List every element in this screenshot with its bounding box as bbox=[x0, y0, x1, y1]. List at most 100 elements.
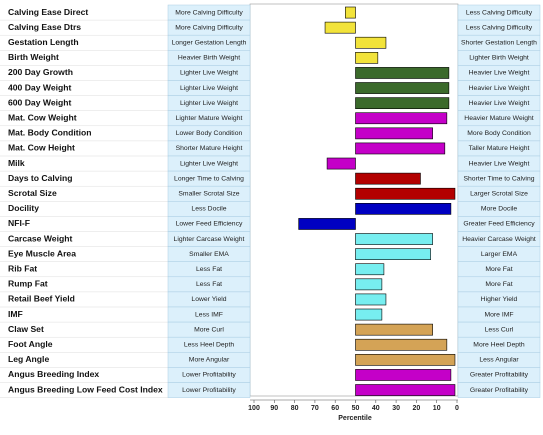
right-desc: Greater Feed Efficiency bbox=[463, 221, 535, 228]
left-desc: More Angular bbox=[189, 357, 230, 364]
bar bbox=[355, 127, 433, 140]
left-desc: Lower Feed Efficiency bbox=[176, 221, 243, 228]
trait-label: Eye Muscle Area bbox=[8, 248, 76, 258]
trait-label: Mat. Body Condition bbox=[8, 128, 92, 138]
left-desc: More Calving Difficulty bbox=[175, 9, 243, 16]
bar bbox=[298, 218, 356, 230]
right-desc: More IMF bbox=[484, 311, 513, 318]
right-desc: Less Calving Difficulty bbox=[466, 24, 533, 31]
trait-label: Carcase Weight bbox=[8, 233, 72, 243]
trait-label: Gestation Length bbox=[8, 37, 79, 47]
right-desc: Less Curl bbox=[485, 326, 514, 333]
left-desc: More Curl bbox=[194, 326, 224, 333]
left-desc: Lighter Live Weight bbox=[180, 85, 238, 92]
bar bbox=[345, 6, 356, 19]
bar bbox=[355, 338, 448, 351]
trait-label: Calving Ease Dtrs bbox=[8, 22, 81, 32]
right-desc: Heavier Mature Weight bbox=[464, 115, 533, 122]
left-desc: Longer Gestation Length bbox=[172, 40, 247, 47]
left-desc: Lighter Live Weight bbox=[180, 160, 238, 167]
bar bbox=[326, 157, 356, 170]
x-tick-label: 20 bbox=[413, 405, 421, 412]
left-desc: Lighter Carcase Weight bbox=[174, 236, 245, 243]
trait-label: 400 Day Weight bbox=[8, 82, 72, 92]
trait-label: 200 Day Growth bbox=[8, 67, 73, 77]
trait-label: Angus Breeding Index bbox=[8, 369, 99, 379]
right-desc: Larger Scrotal Size bbox=[470, 191, 528, 198]
right-desc: Lighter Birth Weight bbox=[469, 55, 529, 62]
left-desc: Less Docile bbox=[191, 206, 226, 213]
right-desc: Heavier Live Weight bbox=[469, 85, 530, 92]
left-desc-box bbox=[167, 382, 251, 398]
right-desc: Larger EMA bbox=[481, 251, 518, 258]
bar bbox=[355, 203, 452, 215]
left-desc: Lower Yield bbox=[191, 296, 226, 303]
x-tick-label: 70 bbox=[311, 405, 319, 412]
trait-label: Angus Breeding Low Feed Cost Index bbox=[8, 384, 163, 394]
right-desc: Heavier Live Weight bbox=[469, 160, 530, 167]
x-tick-label: 60 bbox=[331, 405, 339, 412]
right-desc: Heavier Carcase Weight bbox=[462, 236, 536, 243]
left-desc: Lower Profitability bbox=[182, 387, 236, 394]
bar bbox=[355, 82, 450, 94]
right-desc: More Heel Depth bbox=[473, 342, 525, 349]
bar bbox=[355, 36, 387, 49]
left-desc: Lower Profitability bbox=[182, 372, 236, 379]
right-desc-box bbox=[457, 382, 541, 398]
right-desc: Higher Yield bbox=[481, 296, 518, 303]
trait-label: Foot Angle bbox=[8, 339, 53, 349]
left-desc: Heavier Birth Weight bbox=[178, 55, 240, 62]
left-desc: Lower Body Condition bbox=[176, 130, 243, 137]
bar bbox=[355, 142, 446, 155]
x-axis-label: Percentile bbox=[338, 415, 372, 422]
bar bbox=[355, 278, 383, 291]
trait-label: IMF bbox=[8, 309, 23, 319]
right-desc: More Fat bbox=[485, 266, 512, 273]
right-desc: Less Calving Difficulty bbox=[466, 9, 533, 16]
bar bbox=[355, 97, 450, 109]
trait-label: Retail Beef Yield bbox=[8, 294, 75, 304]
trait-label: Mat. Cow Weight bbox=[8, 113, 77, 123]
left-desc: More Calving Difficulty bbox=[175, 24, 243, 31]
right-desc: More Fat bbox=[485, 281, 512, 288]
trait-label: Milk bbox=[8, 158, 25, 168]
trait-label: Scrotal Size bbox=[8, 188, 57, 198]
x-tick-label: 50 bbox=[352, 405, 360, 412]
x-tick-label: 100 bbox=[248, 405, 260, 412]
left-desc: Lighter Live Weight bbox=[180, 70, 238, 77]
bar bbox=[355, 248, 431, 261]
x-tick-label: 90 bbox=[270, 405, 278, 412]
right-desc: More Body Condition bbox=[467, 130, 531, 137]
left-desc: Smaller Scrotal Size bbox=[178, 191, 239, 198]
left-desc: Shorter Mature Height bbox=[176, 145, 243, 152]
bar bbox=[355, 51, 379, 64]
bar bbox=[355, 293, 387, 306]
left-desc: Longer Time to Calving bbox=[174, 175, 244, 182]
right-desc: Heavier Live Weight bbox=[469, 70, 530, 77]
x-tick-label: 80 bbox=[291, 405, 299, 412]
trait-label: Rib Fat bbox=[8, 264, 37, 274]
bar bbox=[355, 172, 421, 185]
trait-label: Rump Fat bbox=[8, 279, 48, 289]
trait-label: Days to Calving bbox=[8, 173, 72, 183]
x-tick-label: 0 bbox=[455, 405, 459, 412]
bar bbox=[355, 353, 456, 366]
bar bbox=[355, 308, 383, 321]
trait-label: Leg Angle bbox=[8, 354, 49, 364]
bar bbox=[355, 369, 452, 381]
right-desc: Shorter Gestation Length bbox=[461, 40, 537, 47]
bar bbox=[355, 112, 448, 125]
trait-label: Claw Set bbox=[8, 324, 44, 334]
trait-label: Birth Weight bbox=[8, 52, 59, 62]
right-desc: More Docile bbox=[481, 206, 517, 213]
trait-label: Mat. Cow Height bbox=[8, 143, 75, 153]
bar bbox=[355, 187, 456, 200]
trait-label: NFI-F bbox=[8, 218, 30, 228]
left-desc: Less IMF bbox=[195, 311, 223, 318]
right-desc: Heavier Live Weight bbox=[469, 100, 530, 107]
bar bbox=[355, 233, 433, 245]
left-desc: Less Fat bbox=[196, 281, 222, 288]
right-desc: Shorter Time to Calving bbox=[463, 175, 534, 182]
bar bbox=[355, 384, 456, 396]
